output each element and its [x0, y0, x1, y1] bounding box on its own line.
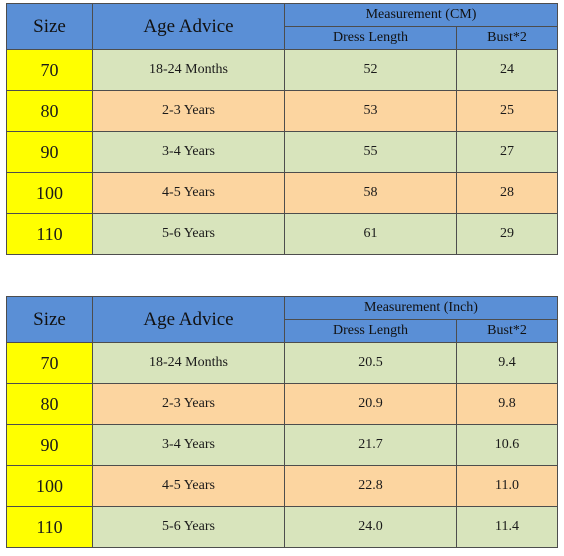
bust-header: Bust*2: [456, 319, 558, 343]
dress-length-cell: 53: [284, 90, 457, 132]
size-cell: 70: [6, 342, 93, 384]
age-cell: 18-24 Months: [92, 342, 285, 384]
table-row: 110 5-6 Years 61 29: [6, 213, 558, 255]
dress-length-cell: 24.0: [284, 506, 457, 548]
age-cell: 4-5 Years: [92, 172, 285, 214]
bust-header: Bust*2: [456, 26, 558, 50]
age-cell: 2-3 Years: [92, 90, 285, 132]
age-cell: 2-3 Years: [92, 383, 285, 425]
size-cell: 80: [6, 90, 93, 132]
size-cell: 110: [6, 506, 93, 548]
size-cell: 100: [6, 465, 93, 507]
bust-cell: 25: [456, 90, 558, 132]
dress-length-header: Dress Length: [284, 26, 457, 50]
age-cell: 3-4 Years: [92, 131, 285, 173]
dress-length-cell: 20.9: [284, 383, 457, 425]
subheader-row: Dress Length Bust*2: [7, 319, 558, 343]
dress-length-cell: 21.7: [284, 424, 457, 466]
size-header: Size: [6, 296, 93, 343]
bust-cell: 24: [456, 49, 558, 91]
measurement-group-header: Measurement (Inch): [284, 296, 558, 320]
table-row: 110 5-6 Years 24.0 11.4: [6, 506, 558, 548]
bust-cell: 11.4: [456, 506, 558, 548]
subheader-row: Dress Length Bust*2: [7, 26, 558, 50]
table-row: 90 3-4 Years 21.7 10.6: [6, 424, 558, 466]
age-cell: 4-5 Years: [92, 465, 285, 507]
age-advice-header: Age Advice: [92, 296, 285, 343]
bust-cell: 28: [456, 172, 558, 214]
size-chart-cm-table: Size Age Advice Measurement (CM) Dress L…: [6, 3, 558, 255]
dress-length-header: Dress Length: [284, 319, 457, 343]
age-cell: 3-4 Years: [92, 424, 285, 466]
size-cell: 70: [6, 49, 93, 91]
measurement-group-header: Measurement (CM): [284, 3, 558, 27]
table-row: 100 4-5 Years 22.8 11.0: [6, 465, 558, 507]
dress-length-cell: 22.8: [284, 465, 457, 507]
header-row: Size Age Advice Measurement (CM): [6, 3, 558, 50]
table-row: 100 4-5 Years 58 28: [6, 172, 558, 214]
age-advice-header: Age Advice: [92, 3, 285, 50]
size-header: Size: [6, 3, 93, 50]
table-row: 70 18-24 Months 20.5 9.4: [6, 342, 558, 384]
dress-length-cell: 58: [284, 172, 457, 214]
table-row: 70 18-24 Months 52 24: [6, 49, 558, 91]
size-cell: 90: [6, 131, 93, 173]
bust-cell: 27: [456, 131, 558, 173]
header-row: Size Age Advice Measurement (Inch): [6, 296, 558, 343]
dress-length-cell: 20.5: [284, 342, 457, 384]
table-row: 80 2-3 Years 20.9 9.8: [6, 383, 558, 425]
table-row: 80 2-3 Years 53 25: [6, 90, 558, 132]
bust-cell: 9.4: [456, 342, 558, 384]
dress-length-cell: 61: [284, 213, 457, 255]
size-cell: 80: [6, 383, 93, 425]
dress-length-cell: 55: [284, 131, 457, 173]
size-cell: 100: [6, 172, 93, 214]
age-cell: 5-6 Years: [92, 506, 285, 548]
size-cell: 110: [6, 213, 93, 255]
size-chart-inch-table: Size Age Advice Measurement (Inch) Dress…: [6, 296, 558, 548]
bust-cell: 10.6: [456, 424, 558, 466]
table-row: 90 3-4 Years 55 27: [6, 131, 558, 173]
bust-cell: 29: [456, 213, 558, 255]
size-cell: 90: [6, 424, 93, 466]
dress-length-cell: 52: [284, 49, 457, 91]
age-cell: 5-6 Years: [92, 213, 285, 255]
bust-cell: 9.8: [456, 383, 558, 425]
age-cell: 18-24 Months: [92, 49, 285, 91]
bust-cell: 11.0: [456, 465, 558, 507]
